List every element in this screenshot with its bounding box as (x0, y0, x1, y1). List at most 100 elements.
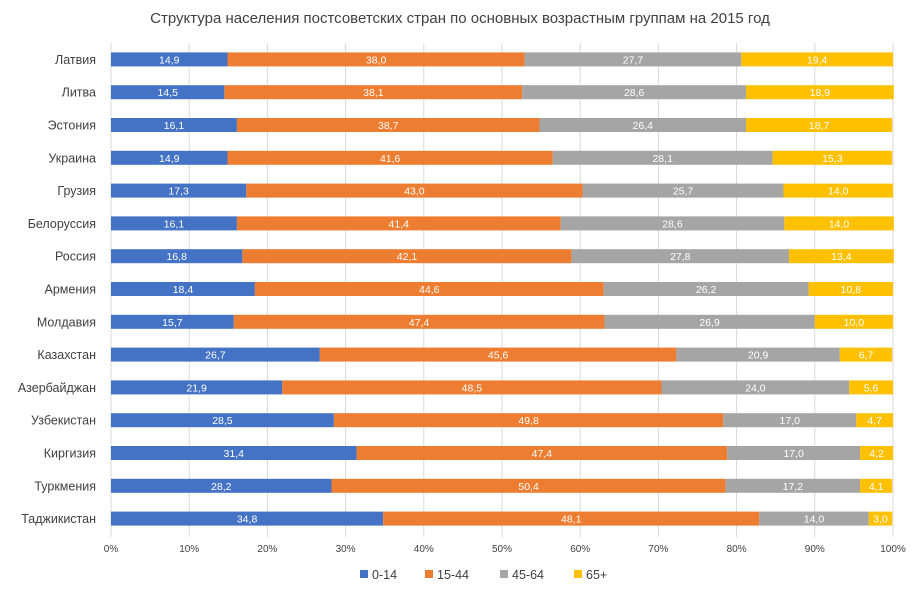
bar-segment (788, 249, 894, 264)
bar-segment (111, 52, 228, 67)
data-label: 14,0 (804, 514, 825, 526)
x-tick-label: 90% (805, 544, 825, 555)
data-label: 31,4 (224, 448, 245, 460)
bar-segment (356, 446, 728, 460)
data-label: 18,7 (809, 120, 830, 132)
data-label: 19,4 (807, 54, 828, 66)
data-label: 18,4 (173, 284, 194, 296)
data-label: 21,9 (186, 382, 207, 394)
x-tick-label: 80% (727, 544, 747, 555)
x-tick-label: 70% (648, 544, 668, 555)
bar-segment (741, 52, 893, 67)
data-label: 15,3 (822, 153, 843, 165)
data-label: 5,6 (864, 382, 879, 394)
x-tick-label: 0% (104, 544, 119, 555)
bar-segment (571, 249, 789, 264)
legend-label: 15-44 (437, 568, 469, 582)
x-tick-label: 20% (257, 544, 277, 555)
category-label: Армения (45, 283, 97, 297)
data-label: 17,3 (168, 186, 189, 198)
bar-segment (783, 183, 893, 198)
data-label: 14,5 (157, 87, 178, 99)
bar-segment (246, 183, 583, 198)
bar-segment (808, 282, 893, 296)
bar-segment (661, 380, 850, 395)
bar-segment (383, 511, 760, 526)
bar-segment (839, 347, 893, 362)
data-label: 26,7 (205, 350, 226, 362)
bar-segment (849, 380, 893, 395)
bar-segment (333, 413, 724, 428)
data-label: 28,5 (212, 415, 233, 427)
category-label: Украина (48, 151, 96, 165)
bar-segment (860, 446, 893, 460)
data-label: 24,0 (745, 382, 766, 394)
data-label: 48,5 (462, 382, 483, 394)
bar-segment (856, 413, 893, 428)
data-label: 38,0 (366, 54, 387, 66)
data-label: 49,8 (518, 415, 539, 427)
bar-segment (227, 52, 525, 67)
data-label: 14,9 (159, 54, 180, 66)
bar-segment (560, 216, 785, 231)
category-label: Узбекистан (31, 414, 96, 428)
bar-segment (725, 478, 861, 493)
data-label: 41,4 (389, 218, 410, 230)
data-label: 27,8 (670, 251, 691, 263)
bar-segment (111, 183, 247, 198)
bar-segment (111, 118, 237, 132)
bar-segment (242, 249, 572, 264)
data-label: 14,0 (829, 218, 850, 230)
x-tick-label: 10% (179, 544, 199, 555)
data-label: 44,6 (419, 284, 440, 296)
bar-segment (236, 216, 561, 231)
bar-segment (868, 511, 893, 526)
bar-segment (111, 282, 255, 296)
category-label: Грузия (57, 184, 96, 198)
data-label: 48,1 (561, 514, 582, 526)
data-label: 16,8 (166, 251, 187, 263)
bar-segment (745, 85, 894, 100)
data-label: 16,1 (164, 120, 185, 132)
bar-segment (111, 314, 234, 329)
data-label: 17,0 (780, 415, 801, 427)
bar-segment (111, 347, 320, 362)
bar-segment (111, 249, 243, 264)
data-label: 18,9 (810, 87, 831, 99)
bar-segment (604, 314, 815, 329)
data-label: 6,7 (859, 350, 874, 362)
bar-segment (111, 478, 332, 493)
data-label: 28,6 (624, 87, 645, 99)
data-label: 3,0 (873, 514, 888, 526)
data-label: 17,2 (783, 481, 804, 493)
bar-segment (539, 118, 746, 132)
bar-segment (254, 282, 604, 296)
legend-label: 0-14 (372, 568, 397, 582)
chart-title: Структура населения постсоветских стран … (150, 10, 770, 27)
category-label: Литва (62, 86, 96, 100)
data-label: 42,1 (397, 251, 418, 263)
bar-segment (759, 511, 869, 526)
category-label: Молдавия (37, 315, 96, 329)
data-label: 14,0 (828, 186, 849, 198)
category-label: Туркмения (34, 479, 96, 493)
category-label: Азербайджан (18, 381, 96, 395)
x-tick-label: 40% (414, 544, 434, 555)
bar-segment (111, 511, 384, 526)
bar-segment (860, 478, 893, 493)
data-label: 41,6 (380, 153, 401, 165)
x-tick-label: 100% (880, 544, 906, 555)
bar-segment (603, 282, 809, 296)
data-label: 38,1 (363, 87, 384, 99)
legend-swatch (500, 570, 508, 578)
category-label: Латвия (55, 53, 96, 67)
data-label: 10,0 (844, 317, 865, 329)
data-label: 28,1 (652, 153, 673, 165)
x-tick-label: 50% (492, 544, 512, 555)
bar-segment (233, 314, 605, 329)
data-label: 27,7 (623, 54, 644, 66)
category-label: Россия (55, 250, 96, 264)
data-label: 50,4 (518, 481, 539, 493)
category-label: Эстония (48, 119, 96, 133)
